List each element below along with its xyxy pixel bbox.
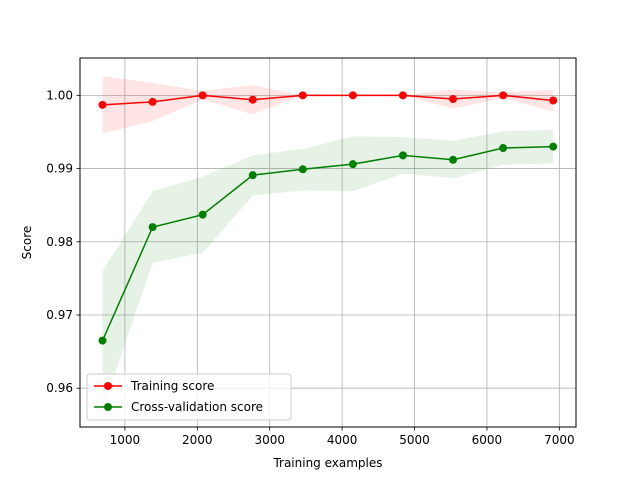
x-tick-label: 6000 <box>472 433 503 447</box>
legend-marker <box>104 382 112 390</box>
training-score-point <box>398 91 407 100</box>
series-points <box>98 91 558 345</box>
series-lines <box>101 94 554 341</box>
y-tick-label: 0.99 <box>46 162 73 176</box>
axis-ticks: 1000 2000 3000 4000 5000 6000 7000 0.96 0.97 0.98… <box>46 88 574 447</box>
cv-score-point <box>148 223 157 232</box>
confidence-bands <box>102 76 554 410</box>
x-tick-label: 4000 <box>327 433 358 447</box>
legend-label: Training score <box>130 379 214 393</box>
cv-score-point <box>198 210 207 219</box>
training-score-point <box>549 96 558 105</box>
cv-score-line <box>101 145 554 341</box>
training-score-point <box>98 100 107 109</box>
legend-label: Cross-validation score <box>131 400 263 414</box>
training-score-band <box>102 76 554 134</box>
x-tick-label: 1000 <box>110 433 141 447</box>
x-axis-label: Training examples <box>272 456 382 470</box>
cv-score-point <box>449 155 458 164</box>
y-tick-label: 1.00 <box>46 88 73 102</box>
cv-score-point <box>348 160 357 169</box>
training-score-point <box>449 95 458 103</box>
training-score-point <box>198 91 207 100</box>
legend: Training score Cross-validation score <box>86 373 292 421</box>
cv-score-point <box>248 171 257 180</box>
cv-score-band <box>102 129 554 410</box>
legend-marker <box>104 403 112 411</box>
cv-score-point <box>549 142 558 151</box>
cv-score-point <box>98 336 107 345</box>
training-score-point <box>499 91 508 100</box>
cv-score-point <box>499 144 508 153</box>
training-score-point <box>148 97 157 106</box>
x-tick-label: 3000 <box>254 433 285 447</box>
legend-box <box>86 373 292 421</box>
training-score-point <box>298 91 307 100</box>
plot-frame <box>79 57 577 428</box>
x-tick-label: 7000 <box>544 433 575 447</box>
y-tick-label: 0.96 <box>46 381 73 395</box>
y-tick-label: 0.98 <box>46 235 73 249</box>
x-tick-label: 2000 <box>182 433 213 447</box>
y-axis-label: Score <box>20 226 34 260</box>
y-tick-label: 0.97 <box>46 308 73 322</box>
cv-score-point <box>298 165 307 174</box>
training-score-point <box>248 95 257 104</box>
cv-score-point <box>398 151 407 160</box>
x-tick-label: 5000 <box>399 433 430 447</box>
training-score-point <box>348 91 357 100</box>
training-score-line <box>102 94 554 106</box>
